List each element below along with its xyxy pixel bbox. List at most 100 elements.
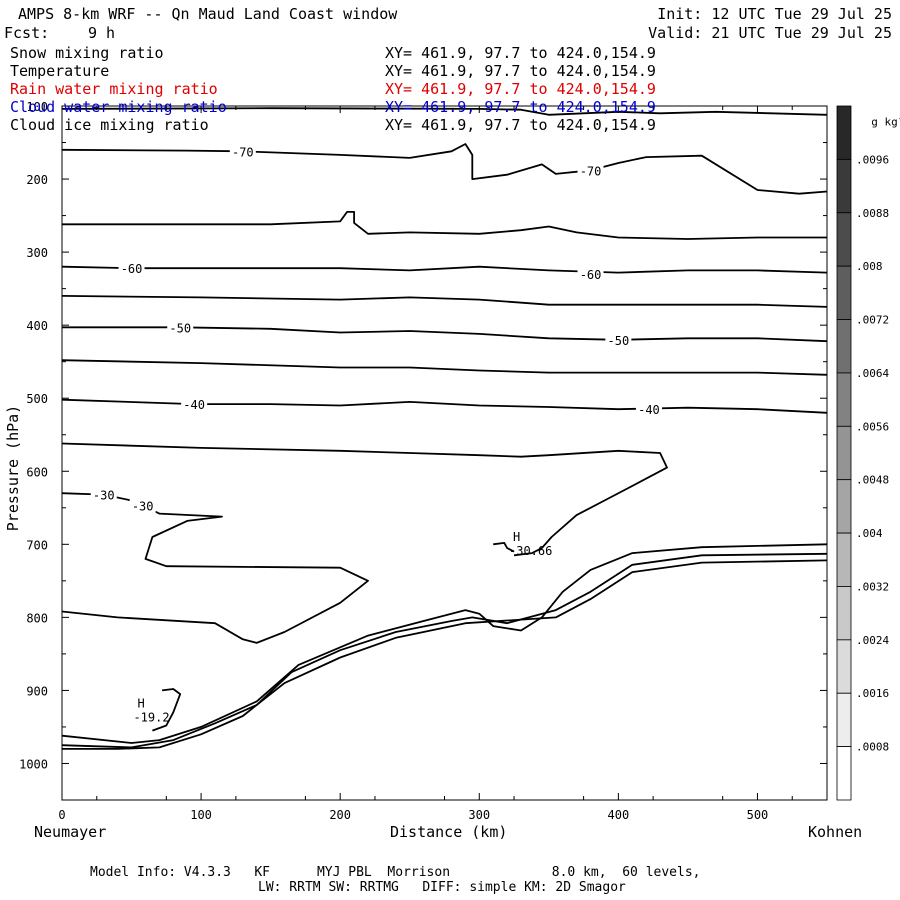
isotherm-line: [61, 359, 828, 376]
contour-label: -30: [132, 500, 154, 514]
contour-label-bg: [167, 320, 194, 335]
colorbar-swatch: [836, 372, 852, 427]
colorbar-tick-label: .0032: [856, 580, 889, 593]
x-tick-label: 0: [58, 808, 65, 822]
colorbar-swatch: [836, 532, 852, 587]
x-tick-label: 100: [190, 808, 212, 822]
extremum-value: -30.66: [509, 544, 552, 558]
contour-label: -50: [608, 334, 630, 348]
isotherm-contours: [61, 107, 828, 750]
colorbar-tick-label: .0064: [856, 367, 889, 380]
isotherm-line: [61, 442, 668, 557]
colorbar-swatch: [836, 212, 852, 267]
y-tick-label: 1000: [19, 757, 48, 771]
contour-label-bg: [118, 261, 145, 276]
colorbar-swatch: [836, 586, 852, 641]
colorbar-unit-text: g kg: [871, 115, 898, 129]
y-tick-label: 700: [26, 538, 48, 552]
colorbar-swatch: [836, 746, 852, 801]
y-tick-label: 200: [26, 173, 48, 187]
colorbar-tick-label: .0024: [856, 634, 889, 647]
x-tick-label: 200: [329, 808, 351, 822]
contour-label: -70: [232, 145, 254, 159]
isotherm-line: [62, 211, 827, 240]
y-tick-label: 100: [26, 100, 48, 114]
model-info-line1: Model Info: V4.3.3 KF MYJ PBL Morrison 8…: [90, 865, 701, 880]
y-axis-title: Pressure (hPa): [4, 404, 23, 532]
fcst-value: 9 h: [88, 24, 116, 42]
extremum-symbol: H: [137, 697, 144, 711]
colorbar-tick-label: .0048: [856, 474, 889, 487]
contour-label: -50: [169, 321, 191, 335]
field-xy-rain: XY= 461.9, 97.7 to 424.0,154.9: [385, 80, 656, 98]
contour-label-bg: [577, 163, 604, 178]
isotherm-line: [61, 492, 369, 644]
colorbar-unit: g kg-1: [858, 101, 900, 129]
contour-label-bg: [577, 267, 604, 282]
contour-label-bg: [605, 332, 632, 347]
extremum-value: -19.2: [133, 711, 169, 725]
x-tick-label: 400: [608, 808, 630, 822]
contour-label-bg: [129, 498, 156, 513]
isotherm-line: [61, 398, 828, 414]
colorbar-swatch: [836, 105, 852, 160]
isotherm-line: [61, 543, 828, 744]
isotherm-line: [152, 688, 182, 732]
colorbar-swatch: [836, 319, 852, 374]
field-name-cloud-water: Cloud water mixing ratio: [10, 98, 227, 116]
plot-frame: [61, 105, 828, 801]
colorbar-tick-label: .0056: [856, 420, 889, 433]
plot-title: AMPS 8-km WRF -- Qn Maud Land Coast wind…: [18, 5, 398, 23]
y-tick-label: 800: [26, 611, 48, 625]
valid-time: Valid: 21 UTC Tue 29 Jul 25: [648, 24, 892, 42]
colorbar: .0096 .0088 .008 .0072 .0064 .0056 .0048 .004 .0…: [836, 105, 889, 801]
plot-border: [61, 105, 828, 801]
y-tick-label: 600: [26, 465, 48, 479]
field-name-rain: Rain water mixing ratio: [10, 80, 218, 98]
colorbar-tick-label: .0088: [856, 207, 889, 220]
field-name-cloud-ice: Cloud ice mixing ratio: [10, 116, 209, 134]
field-xy-cloud-ice: XY= 461.9, 97.7 to 424.0,154.9: [385, 116, 656, 134]
x-tick-label: 500: [747, 808, 769, 822]
x-tick-label: 300: [468, 808, 490, 822]
field-name-temperature: Temperature: [10, 62, 110, 80]
y-tick-label: 500: [26, 392, 48, 406]
contour-labels: -70-70-60 -60-50-50-40 -40-30-30H-30.66H-1…: [90, 144, 662, 725]
isotherm-line: [61, 552, 828, 749]
colorbar-tick-label: .0096: [856, 153, 889, 166]
isotherm-line: [493, 542, 515, 553]
contour-label: -40: [638, 403, 660, 417]
colorbar-swatch: [836, 425, 852, 481]
colorbar-swatch: [836, 639, 852, 694]
model-info-line2: LW: RRTM SW: RRTMG DIFF: simple KM: 2D S…: [258, 880, 626, 895]
contour-label: -70: [580, 164, 602, 178]
isotherm-line: [62, 559, 828, 750]
contour-label-bg: [90, 487, 117, 502]
contour-label-bg: [181, 397, 208, 412]
colorbar-tick-label: .0016: [856, 687, 889, 700]
colorbar-unit-exponent: -1: [898, 114, 900, 123]
contour-label: -40: [183, 398, 205, 412]
isotherm-line: [61, 295, 828, 308]
axis-ticks: 0 100 200 300 400 500 100 200 300 400 500 600 700 800…: [19, 100, 827, 822]
x-axis-title: Distance (km): [390, 823, 508, 841]
colorbar-tick-label: .004: [856, 527, 883, 540]
isotherm-line: [61, 143, 828, 195]
y-tick-label: 400: [26, 319, 48, 333]
isotherm-line: [62, 326, 828, 343]
field-xy-cloud-water: XY= 461.9, 97.7 to 424.0,154.9: [385, 98, 656, 116]
colorbar-tick-label: .008: [856, 260, 883, 273]
colorbar-swatch: [836, 265, 852, 320]
colorbar-swatch: [836, 158, 852, 214]
contour-label: -60: [121, 262, 143, 276]
field-name-snow: Snow mixing ratio: [10, 44, 164, 62]
fcst-label: Fcst:: [4, 24, 50, 42]
extremum-symbol: H: [513, 530, 520, 544]
field-xy-temperature: XY= 461.9, 97.7 to 424.0,154.9: [385, 62, 656, 80]
isotherm-line: [61, 265, 828, 274]
init-time: Init: 12 UTC Tue 29 Jul 25: [657, 5, 892, 23]
colorbar-tick-label: .0072: [856, 314, 889, 327]
colorbar-swatch: [836, 692, 852, 748]
contour-label: -30: [93, 489, 115, 503]
